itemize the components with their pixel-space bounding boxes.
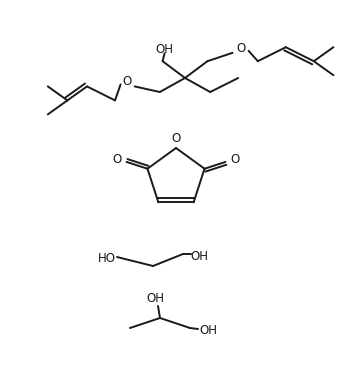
Text: O: O [112, 153, 121, 166]
Text: O: O [236, 42, 245, 55]
Text: OH: OH [146, 291, 164, 304]
Text: O: O [122, 75, 131, 88]
Text: OH: OH [190, 249, 208, 262]
Text: OH: OH [155, 43, 174, 56]
Text: HO: HO [98, 252, 116, 264]
Text: O: O [231, 153, 240, 166]
Text: O: O [171, 132, 181, 146]
Text: OH: OH [199, 324, 217, 336]
